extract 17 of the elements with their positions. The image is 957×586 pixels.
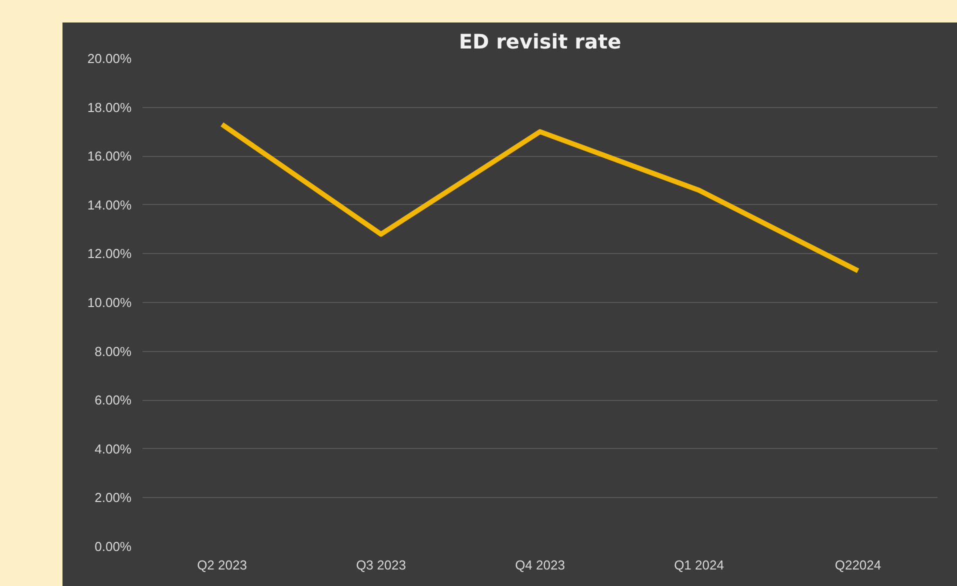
y-tick-label: 0.00%: [94, 539, 132, 554]
y-tick-label: 18.00%: [87, 100, 132, 115]
x-tick-label: Q3 2023: [356, 558, 406, 572]
x-tick-label: Q22024: [834, 558, 882, 572]
y-tick-label: 10.00%: [87, 295, 132, 310]
y-tick-label: 6.00%: [94, 392, 132, 408]
y-tick-label: 20.00%: [87, 51, 132, 66]
y-tick-label: 2.00%: [94, 490, 132, 506]
x-tick-label: Q1 2024: [674, 558, 724, 572]
x-tick-label: Q2 2023: [197, 558, 247, 572]
y-tick-label: 8.00%: [94, 344, 132, 359]
y-tick-label: 16.00%: [87, 148, 132, 164]
y-tick-label: 4.00%: [94, 441, 132, 456]
chart-title: ED revisit rate: [458, 30, 622, 54]
y-tick-label: 12.00%: [87, 246, 132, 262]
x-tick-label: Q4 2023: [515, 558, 565, 572]
y-tick-label: 14.00%: [87, 197, 132, 212]
